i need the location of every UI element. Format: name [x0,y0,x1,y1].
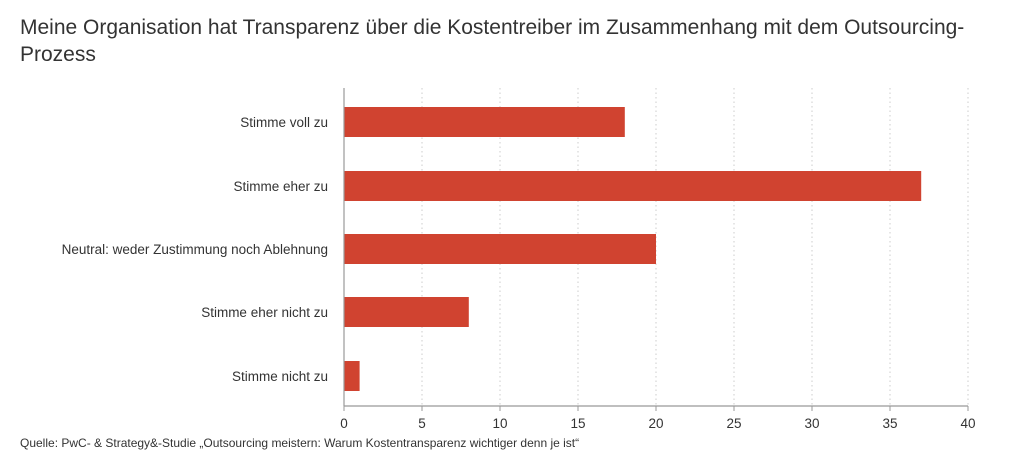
category-label: Stimme eher zu [233,179,328,194]
x-tick-label: 5 [418,416,426,431]
bars [344,107,922,391]
category-label: Neutral: weder Zustimmung noch Ablehnung [62,242,328,257]
bar [344,361,360,391]
bar [344,107,625,137]
source-note: Quelle: PwC- & Strategy&-Studie „Outsour… [20,436,580,450]
x-tick-label: 10 [492,416,507,431]
bar [344,234,656,264]
chart-title: Meine Organisation hat Transparenz über … [20,16,965,66]
x-tick-label: 40 [960,416,975,431]
x-tick-label: 15 [570,416,585,431]
x-tick-label: 35 [882,416,897,431]
category-labels: Stimme voll zu Stimme eher zu Neutral: wed… [62,115,328,384]
x-tick-label: 30 [804,416,819,431]
x-tick-label: 25 [726,416,741,431]
bar [344,171,922,201]
bar [344,297,469,327]
category-label: Stimme nicht zu [232,369,328,384]
tick-labels: 0 5 10 15 20 25 30 35 40 [340,416,975,431]
axes [343,88,969,411]
category-label: Stimme eher nicht zu [201,305,328,320]
x-tick-label: 0 [340,416,348,431]
category-label: Stimme voll zu [240,115,328,130]
x-tick-label: 20 [648,416,663,431]
